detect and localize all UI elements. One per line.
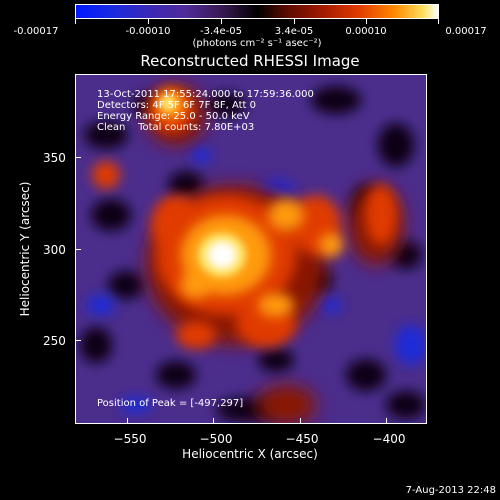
info-line: Clean Total counts: 7.80E+03 [97,122,255,133]
reconstructed-image: 13-Oct-2011 17:55:24.000 to 17:59:36.000… [75,74,427,424]
x-tick-label: −400 [372,432,406,446]
y-tick [75,249,81,250]
y-tick-label: 250 [43,334,66,348]
x-tick [386,418,387,424]
colorbar-tick-label: -0.00010 [125,26,171,37]
peak-position-label: Position of Peak = [-497,297] [97,398,244,409]
colorbar-tick [75,19,76,24]
colorbar-tick [294,19,295,24]
image-heatmap [76,75,426,423]
colorbar-tick-label: 3.4e-05 [274,26,314,37]
x-tick [213,418,214,424]
y-axis-title: Heliocentric Y (arcsec) [18,181,32,317]
y-tick [75,340,81,341]
x-tick [127,418,128,424]
colorbar-tick-label: -0.00017 [13,26,59,37]
date-stamp: 7-Aug-2013 22:48 [405,485,496,496]
plot-title: Reconstructed RHESSI Image [140,52,360,70]
colorbar-tick [148,19,149,24]
info-line: Energy Range: 25.0 - 50.0 keV [97,111,250,122]
y-tick [75,157,81,158]
x-tick-label: −450 [285,432,319,446]
colorbar [75,4,439,19]
x-tick-label: −500 [199,432,233,446]
colorbar-tick-label: 0.00017 [445,26,487,37]
y-tick-label: 350 [43,151,66,165]
colorbar-tick [438,19,439,24]
x-tick-label: −550 [113,432,147,446]
info-line: Detectors: 4F 5F 6F 7F 8F, Att 0 [97,100,257,111]
x-axis-title: Heliocentric X (arcsec) [182,447,318,461]
colorbar-unit-label: (photons cm⁻² s⁻¹ asec⁻²) [192,38,322,49]
colorbar-tick [221,19,222,24]
info-line: 13-Oct-2011 17:55:24.000 to 17:59:36.000 [97,89,314,100]
x-tick [300,418,301,424]
colorbar-tick-label: -3.4e-05 [200,26,242,37]
colorbar-tick-label: 0.00010 [345,26,387,37]
colorbar-tick [366,19,367,24]
y-tick-label: 300 [43,243,66,257]
